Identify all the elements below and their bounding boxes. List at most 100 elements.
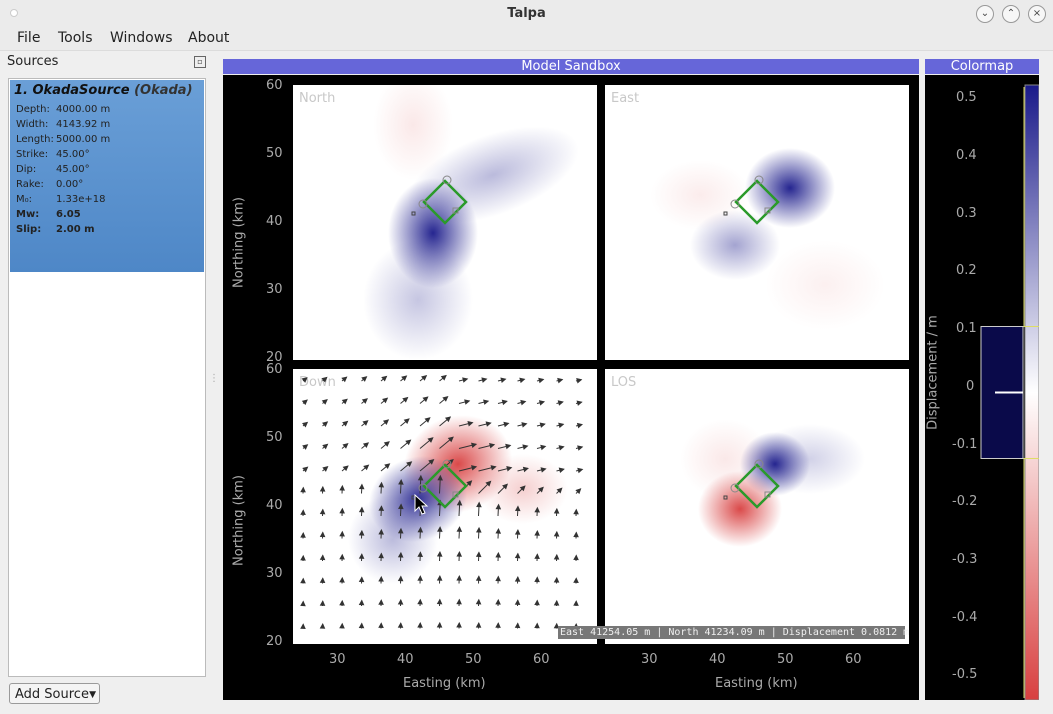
plot-los[interactable]: LOS — [605, 369, 909, 644]
displacement-field — [650, 148, 885, 330]
source-param-row: Strike: 45.00° — [16, 149, 90, 160]
source-param-row: Dip: 45.00° — [16, 164, 90, 175]
window-menu-icon[interactable] — [10, 9, 18, 17]
close-icon[interactable]: × — [1028, 5, 1046, 23]
y-tick: 40 — [266, 498, 283, 513]
displacement-lobe — [363, 240, 473, 360]
x-tick: 40 — [397, 652, 414, 667]
fault-outline[interactable] — [723, 459, 780, 509]
colormap-bar[interactable] — [925, 75, 1039, 700]
source-param-label: M₀: — [16, 194, 33, 205]
source-item[interactable]: 1. OkadaSource (Okada) Depth: 4000.00 m Wi… — [10, 80, 204, 272]
y-tick: 50 — [266, 146, 283, 161]
cmap-tick: 0.5 — [956, 90, 977, 105]
source-param-row: Width: 4143.92 m — [16, 119, 110, 130]
cmap-tick: -0.3 — [952, 552, 978, 567]
colormap-panel: Displacement / m 0.5 0.4 0.3 0.2 0.1 0 -… — [925, 75, 1039, 700]
source-param-value: 5000.00 m — [56, 134, 111, 145]
source-param-value: 4143.92 m — [56, 119, 111, 130]
displacement-lobe — [650, 160, 750, 230]
dropdown-arrow-icon: ▼ — [89, 690, 96, 700]
y-tick: 30 — [266, 566, 283, 581]
x-axis-label-right: Easting (km) — [715, 676, 798, 691]
sources-title: Sources — [7, 54, 59, 69]
y-axis-label-top: Northing (km) — [231, 197, 247, 288]
cmap-tick: 0.3 — [956, 206, 977, 221]
plot-east[interactable]: East — [605, 85, 909, 360]
y-tick: 20 — [266, 350, 283, 365]
fault-outline[interactable] — [411, 459, 468, 509]
colormap-gradient[interactable] — [1024, 84, 1039, 700]
source-param-label: Mw: — [16, 209, 40, 220]
sandbox-title: Model Sandbox — [223, 59, 919, 74]
displacement-field — [300, 374, 584, 629]
displacement-field — [680, 419, 865, 547]
source-param-row: Depth: 4000.00 m — [16, 104, 110, 115]
cmap-tick: -0.2 — [952, 494, 978, 509]
source-param-row: Slip: 2.00 m — [16, 224, 95, 235]
source-param-label: Length: — [16, 134, 54, 145]
colormap-title: Colormap — [925, 59, 1039, 74]
y-tick: 60 — [266, 362, 283, 377]
displacement-arrows — [300, 374, 584, 629]
menu-bar: File Tools Windows About — [0, 28, 1053, 51]
source-param-value: 6.05 — [56, 209, 81, 220]
displacement-lobe — [765, 240, 885, 330]
displacement-lobe — [348, 494, 438, 584]
source-param-value: 45.00° — [56, 164, 90, 175]
x-tick: 60 — [845, 652, 862, 667]
menu-file[interactable]: File — [17, 30, 41, 46]
window-title: Talpa — [507, 6, 546, 21]
add-source-button[interactable]: Add Source ▼ — [9, 683, 100, 704]
splitter-handle[interactable]: ⋮ — [209, 373, 219, 384]
menu-about[interactable]: About — [188, 30, 230, 46]
y-axis-label-bottom: Northing (km) — [231, 475, 247, 566]
x-tick: 40 — [709, 652, 726, 667]
cmap-tick: 0.2 — [956, 263, 977, 278]
y-tick: 30 — [266, 282, 283, 297]
x-axis-label-left: Easting (km) — [403, 676, 486, 691]
source-name-text: 1. OkadaSource — [14, 83, 130, 98]
cmap-tick: 0.1 — [956, 321, 977, 336]
cmap-tick: 0 — [966, 379, 975, 394]
cursor-status-readout: East 41254.05 m | North 41234.09 m | Dis… — [558, 626, 910, 639]
source-type: (Okada) — [134, 83, 193, 98]
source-param-value: 0.00° — [56, 179, 84, 190]
plot-down[interactable]: Down — [293, 369, 597, 644]
x-tick: 50 — [777, 652, 794, 667]
source-param-value: 2.00 m — [56, 224, 95, 235]
source-param-row: Rake: 0.00° — [16, 179, 83, 190]
y-tick: 40 — [266, 214, 283, 229]
maximize-icon[interactable]: ⌃ — [1002, 5, 1020, 23]
sources-list[interactable]: 1. OkadaSource (Okada) Depth: 4000.00 m Wi… — [8, 78, 206, 677]
displacement-field — [363, 85, 579, 360]
source-param-row: Length: 5000.00 m — [16, 134, 110, 145]
displacement-lobe — [373, 85, 453, 180]
source-param-row: Mw: 6.05 — [16, 209, 81, 220]
plot-label-los: LOS — [611, 375, 637, 390]
fault-outline[interactable] — [723, 175, 780, 225]
source-param-value: 4000.00 m — [56, 104, 111, 115]
cmap-tick: -0.1 — [952, 437, 978, 452]
y-tick: 20 — [266, 634, 283, 649]
plot-label-east: East — [611, 91, 640, 106]
x-tick: 30 — [329, 652, 346, 667]
fault-outline[interactable] — [411, 175, 468, 225]
menu-windows[interactable]: Windows — [110, 30, 173, 46]
cmap-tick: 0.4 — [956, 148, 977, 163]
source-param-value: 45.00° — [56, 149, 90, 160]
source-param-label: Rake: — [16, 179, 44, 190]
add-source-label: Add Source — [15, 687, 89, 702]
menu-tools[interactable]: Tools — [58, 30, 93, 46]
minimize-icon[interactable]: ⌄ — [976, 5, 994, 23]
source-name: 1. OkadaSource (Okada) — [14, 83, 193, 98]
model-sandbox: Northing (km) Northing (km) 60 50 40 30 … — [223, 75, 919, 700]
undock-icon[interactable]: ▫ — [194, 56, 206, 68]
source-param-label: Dip: — [16, 164, 37, 175]
y-tick: 50 — [266, 430, 283, 445]
x-tick: 30 — [641, 652, 658, 667]
plot-north[interactable]: North — [293, 85, 597, 360]
source-param-label: Width: — [16, 119, 49, 130]
y-tick: 60 — [266, 78, 283, 93]
cmap-tick: -0.4 — [952, 610, 978, 625]
